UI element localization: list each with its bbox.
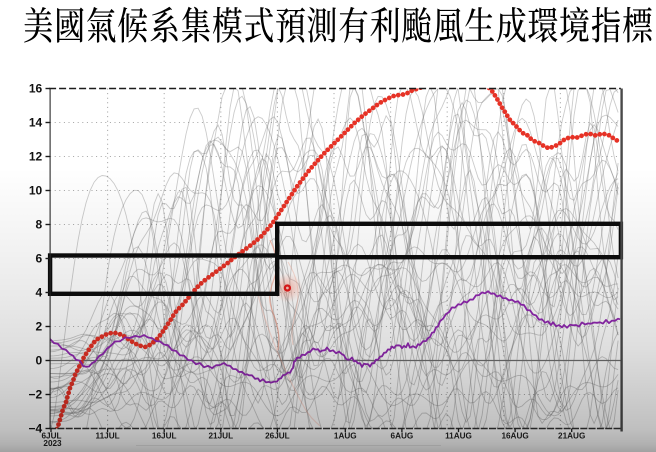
- svg-text:−4: −4: [29, 422, 43, 436]
- svg-text:21AUG: 21AUG: [558, 432, 585, 441]
- svg-text:26JUL: 26JUL: [265, 432, 290, 441]
- svg-text:6JUL: 6JUL: [41, 432, 61, 441]
- svg-text:21JUL: 21JUL: [209, 432, 234, 441]
- svg-text:6: 6: [36, 252, 43, 266]
- svg-text:4: 4: [36, 286, 43, 300]
- svg-text:10: 10: [29, 184, 43, 198]
- svg-text:16JUL: 16JUL: [152, 432, 177, 441]
- svg-text:1AUG: 1AUG: [334, 432, 357, 441]
- svg-text:2023: 2023: [43, 439, 62, 448]
- svg-text:16: 16: [29, 82, 43, 96]
- svg-text:8: 8: [36, 218, 43, 232]
- svg-text:14: 14: [29, 116, 43, 130]
- svg-text:16AUG: 16AUG: [501, 432, 528, 441]
- svg-text:11JUL: 11JUL: [96, 432, 120, 441]
- svg-text:0: 0: [36, 354, 43, 368]
- svg-text:2: 2: [36, 320, 43, 334]
- svg-text:−2: −2: [29, 388, 43, 402]
- svg-text:12: 12: [29, 150, 43, 164]
- svg-text:6AUG: 6AUG: [391, 432, 414, 441]
- svg-text:11AUG: 11AUG: [445, 432, 472, 441]
